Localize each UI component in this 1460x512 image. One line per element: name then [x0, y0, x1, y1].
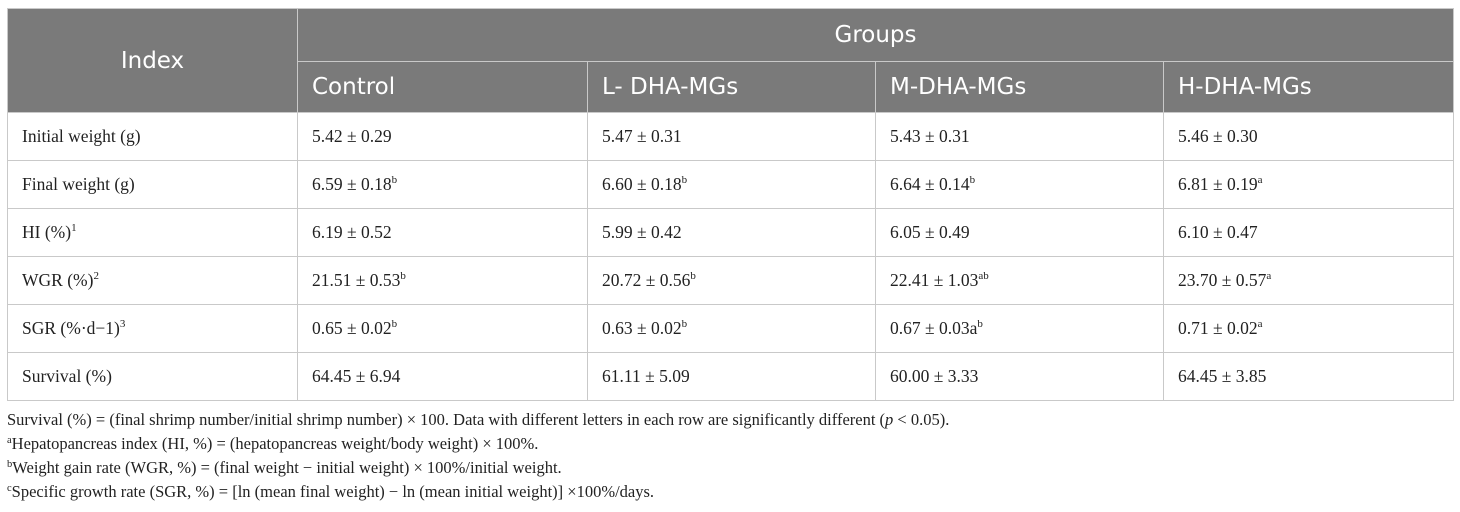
- table-row: Final weight (g) 6.59 ± 0.18b 6.60 ± 0.1…: [7, 160, 1455, 209]
- table-row: Survival (%) 64.45 ± 6.94 61.11 ± 5.09 6…: [7, 352, 1455, 401]
- row-label: WGR (%)2: [7, 256, 298, 305]
- table-cell: 6.19 ± 0.52: [297, 208, 588, 257]
- table-cell: 6.60 ± 0.18b: [587, 160, 876, 209]
- row-label: HI (%)1: [7, 208, 298, 257]
- table-cell: 21.51 ± 0.53b: [297, 256, 588, 305]
- table-cell: 0.71 ± 0.02a: [1162, 304, 1455, 353]
- index-header: Index: [7, 8, 298, 113]
- results-table-wrapper: Index Groups Control L- DHA-MGs M-DHA-MG…: [7, 8, 1455, 401]
- table-body: Initial weight (g) 5.42 ± 0.29 5.47 ± 0.…: [7, 112, 1455, 401]
- column-header-control: Control: [297, 61, 588, 113]
- table-cell: 6.59 ± 0.18b: [297, 160, 588, 209]
- table-cell: 64.45 ± 6.94: [297, 352, 588, 401]
- row-label: Final weight (g): [7, 160, 298, 209]
- table-row: WGR (%)2 21.51 ± 0.53b 20.72 ± 0.56b 22.…: [7, 256, 1455, 305]
- table-cell: 0.63 ± 0.02b: [587, 304, 876, 353]
- footnote-sgr: cSpecific growth rate (SGR, %) = [ln (me…: [7, 482, 655, 501]
- table-cell: 60.00 ± 3.33: [875, 352, 1164, 401]
- table-row: HI (%)1 6.19 ± 0.52 5.99 ± 0.42 6.05 ± 0…: [7, 208, 1455, 257]
- header-row-top: Index Groups: [7, 8, 1455, 113]
- table-cell: 0.65 ± 0.02b: [297, 304, 588, 353]
- row-label: SGR (%·d−1)3: [7, 304, 298, 353]
- table-cell: 5.43 ± 0.31: [875, 112, 1164, 161]
- footnote-survival: Survival (%) = (final shrimp number/init…: [7, 410, 950, 429]
- table-cell: 64.45 ± 3.85: [1162, 352, 1455, 401]
- table-row: SGR (%·d−1)3 0.65 ± 0.02b 0.63 ± 0.02b 0…: [7, 304, 1455, 353]
- column-header-h-dha-mgs: H-DHA-MGs: [1162, 61, 1455, 113]
- table-cell: 6.05 ± 0.49: [875, 208, 1164, 257]
- table-footnotes: Survival (%) = (final shrimp number/init…: [7, 408, 949, 504]
- table-cell: 61.11 ± 5.09: [587, 352, 876, 401]
- table-cell: 6.10 ± 0.47: [1162, 208, 1455, 257]
- table-cell: 22.41 ± 1.03ab: [875, 256, 1164, 305]
- table-cell: 5.42 ± 0.29: [297, 112, 588, 161]
- table-cell: 5.46 ± 0.30: [1162, 112, 1455, 161]
- table-cell: 0.67 ± 0.03ab: [875, 304, 1164, 353]
- table-cell: 6.81 ± 0.19a: [1162, 160, 1455, 209]
- header-row-columns: Control L- DHA-MGs M-DHA-MGs H-DHA-MGs: [8, 61, 1455, 113]
- table-cell: 23.70 ± 0.57a: [1162, 256, 1455, 305]
- growth-performance-table: Index Groups Control L- DHA-MGs M-DHA-MG…: [7, 8, 1455, 401]
- footnote-hi: aHepatopancreas index (HI, %) = (hepatop…: [7, 434, 539, 453]
- table-cell: 5.99 ± 0.42: [587, 208, 876, 257]
- row-label: Survival (%): [7, 352, 298, 401]
- row-label: Initial weight (g): [7, 112, 298, 161]
- footnote-wgr: bWeight gain rate (WGR, %) = (final weig…: [7, 458, 562, 477]
- table-cell: 6.64 ± 0.14b: [875, 160, 1164, 209]
- groups-header: Groups: [296, 8, 1455, 62]
- table-cell: 20.72 ± 0.56b: [587, 256, 876, 305]
- column-header-m-dha-mgs: M-DHA-MGs: [875, 61, 1164, 113]
- table-cell: 5.47 ± 0.31: [587, 112, 876, 161]
- column-header-l-dha-mgs: L- DHA-MGs: [587, 61, 876, 113]
- table-row: Initial weight (g) 5.42 ± 0.29 5.47 ± 0.…: [7, 112, 1455, 161]
